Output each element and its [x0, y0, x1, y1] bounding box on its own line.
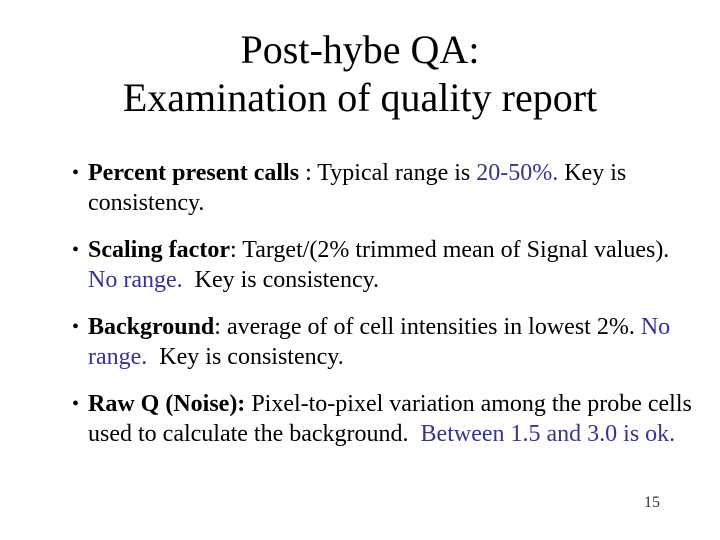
bullet-item: Scaling factor: Target/(2% trimmed mean … — [70, 235, 698, 295]
text-run: Pixel-to-pixel variation among the probe… — [88, 391, 698, 447]
text-run: Key is consistency. — [182, 267, 380, 293]
bullet-item: Background: average of of cell intensiti… — [70, 312, 698, 372]
text-run: : Target/(2% trimmed mean of Signal valu… — [229, 237, 676, 263]
text-run: Background — [88, 314, 215, 340]
bullet-item: Raw Q (Noise): Pixel-to-pixel variation … — [70, 389, 698, 449]
bullet-list: Percent present calls : Typical range is… — [70, 158, 698, 466]
text-run: Scaling factor — [88, 237, 230, 263]
text-run: 20-50%. — [476, 160, 559, 186]
bullet-item: Percent present calls : Typical range is… — [70, 158, 698, 218]
text-run: No range. — [88, 267, 183, 293]
text-run: : average of of cell intensities in lowe… — [214, 314, 641, 340]
text-run: Percent present calls — [88, 160, 300, 186]
slide-title-line-1: Post-hybe QA: — [240, 27, 480, 72]
text-run: Raw Q (Noise): — [88, 391, 246, 417]
text-run: Between 1.5 and 3.0 is ok. — [420, 421, 676, 447]
text-run: Key is consistency. — [88, 160, 633, 216]
slide-title: Post-hybe QA: Examination of quality rep… — [0, 26, 720, 122]
text-run: Key is consistency. — [147, 344, 344, 370]
page-number: 15 — [644, 494, 660, 511]
text-run: : Typical range is — [299, 160, 477, 186]
text-run: No range. — [88, 314, 677, 370]
slide-title-line-2: Examination of quality report — [122, 75, 598, 120]
